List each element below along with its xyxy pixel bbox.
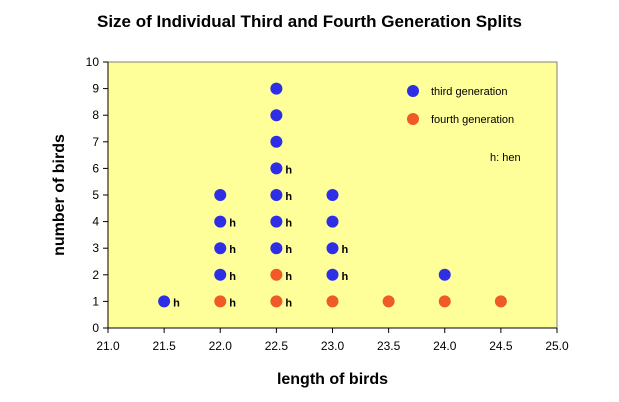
y-tick-label: 9 (92, 82, 99, 96)
hen-label: h (229, 297, 236, 309)
hen-label: h (285, 218, 292, 230)
third-generation-point (270, 135, 283, 148)
x-axis-title: length of birds (277, 371, 388, 388)
y-tick-label: 6 (92, 161, 99, 175)
y-axis-title: number of birds (51, 134, 68, 256)
third-generation-point (270, 189, 283, 201)
y-tick-label: 4 (92, 215, 99, 229)
x-tick-label: 21.0 (96, 339, 120, 353)
hen-label: h (285, 297, 292, 309)
hen-label: h (285, 271, 292, 283)
y-tick-label: 0 (92, 321, 99, 335)
x-tick-label: 22.0 (209, 339, 233, 353)
third-generation-point (214, 189, 227, 201)
y-tick-label: 3 (92, 241, 99, 255)
third-generation-point (326, 268, 339, 281)
third-generation-point (326, 215, 339, 228)
y-tick-label: 7 (92, 135, 99, 149)
hen-label: h (342, 244, 349, 256)
legend-marker (407, 113, 419, 125)
third-generation-point (326, 189, 339, 201)
ticks: 21.0 21.5 22.0 22.5 23.0 23.5 24.0 24.5 25.0 0 1 2 3… (86, 55, 569, 353)
x-tick-label: 25.0 (545, 339, 569, 353)
hen-annotation: h: hen (490, 152, 521, 164)
third-generation-point (270, 242, 283, 255)
hen-label: h (229, 244, 236, 256)
hen-label: h (285, 191, 292, 203)
fourth-generation-point (494, 295, 507, 308)
y-tick-label: 5 (92, 188, 99, 202)
fourth-generation-point (382, 295, 395, 308)
legend-marker (407, 85, 419, 97)
legend-label: third generation (431, 86, 507, 98)
third-generation-point (214, 242, 227, 255)
x-tick-label: 23.5 (377, 339, 401, 353)
third-generation-point (214, 268, 227, 281)
hen-label: h (229, 218, 236, 230)
third-generation-point (270, 162, 283, 175)
y-tick-label: 2 (92, 268, 99, 282)
hen-label: h (285, 244, 292, 256)
x-tick-label: 23.0 (321, 339, 345, 353)
third-generation-point (326, 242, 339, 255)
third-generation-point (214, 215, 227, 228)
fourth-generation-point (326, 295, 339, 308)
chart-title: Size of Individual Third and Fourth Gene… (96, 12, 523, 31)
third-generation-point (158, 295, 171, 308)
y-tick-label: 10 (86, 55, 100, 69)
y-tick-label: 1 (92, 294, 99, 308)
third-generation-point (438, 268, 451, 281)
data-points: h h h h h h h h h h h h h (158, 82, 507, 309)
third-generation-point (270, 215, 283, 228)
x-tick-label: 22.5 (265, 339, 289, 353)
fourth-generation-point (270, 268, 283, 281)
x-tick-label: 24.0 (433, 339, 457, 353)
hen-label: h (229, 271, 236, 283)
fourth-generation-point (270, 295, 283, 308)
fourth-generation-point (214, 295, 227, 308)
hen-label: h (285, 164, 292, 176)
legend: third generation fourth generation (407, 85, 514, 126)
legend-label: fourth generation (431, 114, 514, 126)
x-tick-label: 24.5 (489, 339, 513, 353)
third-generation-point (270, 82, 283, 95)
y-tick-label: 8 (92, 108, 99, 122)
hen-label: h (342, 271, 349, 283)
third-generation-point (270, 109, 283, 122)
fourth-generation-point (438, 295, 451, 308)
hen-label: h (173, 297, 180, 309)
x-tick-label: 21.5 (152, 339, 176, 353)
